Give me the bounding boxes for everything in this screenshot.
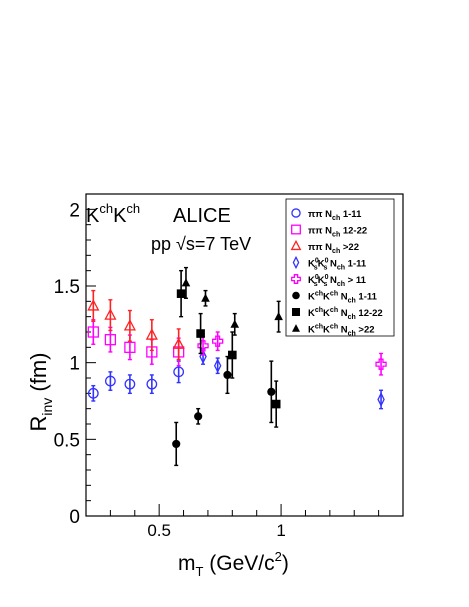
y-tick-label: 0	[69, 507, 80, 528]
plot-frame	[85, 193, 404, 517]
legend-entry: ππ Nch 12-22	[291, 224, 367, 239]
y-axis-label: Rinv (fm)	[26, 353, 55, 432]
legend-entry: KchKch Nch >22	[292, 324, 375, 338]
data-point-open-triangle	[290, 239, 302, 251]
series-filled-square	[176, 269, 281, 428]
experiment-label: ALICE	[173, 205, 231, 227]
data-point-open-diamond	[213, 358, 222, 374]
data-point-filled-circle	[194, 412, 203, 421]
data-point-open-diamond	[292, 255, 300, 270]
data-point-filled-square	[271, 399, 281, 409]
data-point-filled-circle	[223, 370, 232, 380]
legend-entry: K0 sK0 s Nch 1-11	[292, 255, 367, 272]
legend-entry: K0 sK0 s Nch > 11	[291, 274, 367, 288]
data-point-filled-square	[176, 289, 186, 298]
data-point-open-cross	[197, 340, 209, 352]
data-point-open-circle	[87, 387, 99, 399]
legend-entry: ππ Nch >22	[290, 239, 359, 255]
data-point-filled-square	[292, 308, 300, 316]
data-point-open-triangle	[145, 328, 158, 340]
legend-label: K0 sK0 s Nch 1-11	[308, 258, 367, 272]
series-layer	[87, 266, 387, 467]
data-point-open-cross	[375, 358, 387, 370]
legend-box	[285, 198, 395, 337]
data-point-open-cross	[291, 274, 301, 284]
data-point-open-triangle	[123, 318, 136, 331]
legend-label: KchKch Nch 1-11	[308, 291, 378, 305]
legend-label: K0 sK0 s Nch > 11	[308, 274, 367, 288]
legend-label: ππ Nch 12-22	[308, 226, 367, 239]
x-tick-label: 0.5	[147, 521, 171, 540]
system-label: KchKch	[86, 201, 140, 227]
y-axis-ticks: 0 0.5 1 1.5 2	[54, 200, 96, 528]
data-point-open-circle	[173, 366, 185, 378]
data-point-filled-circle	[172, 439, 181, 449]
data-point-filled-triangle	[274, 311, 283, 321]
data-point-filled-square	[196, 329, 205, 338]
data-point-open-square	[124, 341, 136, 353]
data-point-open-diamond	[377, 392, 385, 407]
legend-entry: ππ Nch 1-11	[291, 208, 362, 222]
data-point-filled-triangle	[181, 278, 191, 287]
x-axis-label: mT (GeV/c2)	[178, 549, 289, 579]
data-point-filled-triangle	[201, 293, 210, 302]
data-point-open-triangle	[172, 337, 185, 349]
data-point-filled-triangle	[230, 319, 240, 328]
legend-entry: KchKch Nch 1-11	[292, 291, 378, 305]
data-point-open-circle	[146, 378, 158, 390]
legend-label: KchKch Nch 12-22	[308, 307, 383, 321]
data-point-open-cross	[212, 335, 224, 347]
series-open-cross	[197, 331, 387, 376]
energy-label: pp √s=7 TeV	[151, 234, 251, 254]
data-point-filled-circle	[267, 387, 276, 396]
x-axis-ticks: 0.5 1	[109, 504, 380, 540]
data-point-open-square	[104, 334, 117, 346]
data-point-filled-triangle	[292, 324, 300, 332]
series-open-triangle	[87, 289, 185, 361]
data-point-open-circle	[104, 375, 116, 387]
y-tick-label: 1	[69, 354, 80, 375]
legend-entry: KchKch Nch 12-22	[292, 307, 383, 321]
x-tick-label: 1	[276, 521, 285, 540]
legend: ππ Nch 1-11 ππ Nch 12-22 ππ Nch >22 K0 sK0 s …	[285, 198, 395, 338]
data-point-filled-square	[228, 350, 237, 360]
data-point-open-triangle	[104, 308, 117, 320]
data-point-open-circle	[124, 378, 136, 390]
legend-label: KchKch Nch >22	[308, 324, 375, 338]
y-tick-label: 0.5	[54, 430, 80, 451]
legend-entries: ππ Nch 1-11 ππ Nch 12-22 ππ Nch >22 K0 sK0 s …	[290, 208, 383, 338]
y-tick-label: 2	[69, 200, 80, 221]
legend-label: ππ Nch 1-11	[308, 209, 362, 222]
data-point-open-square	[87, 326, 99, 338]
data-point-open-triangle	[87, 299, 100, 311]
data-point-open-square	[291, 224, 301, 235]
data-point-open-circle	[291, 208, 301, 218]
y-tick-label: 1.5	[54, 277, 80, 298]
series-filled-triangle	[181, 266, 283, 336]
legend-label: ππ Nch >22	[308, 242, 359, 255]
data-point-filled-circle	[292, 291, 300, 300]
